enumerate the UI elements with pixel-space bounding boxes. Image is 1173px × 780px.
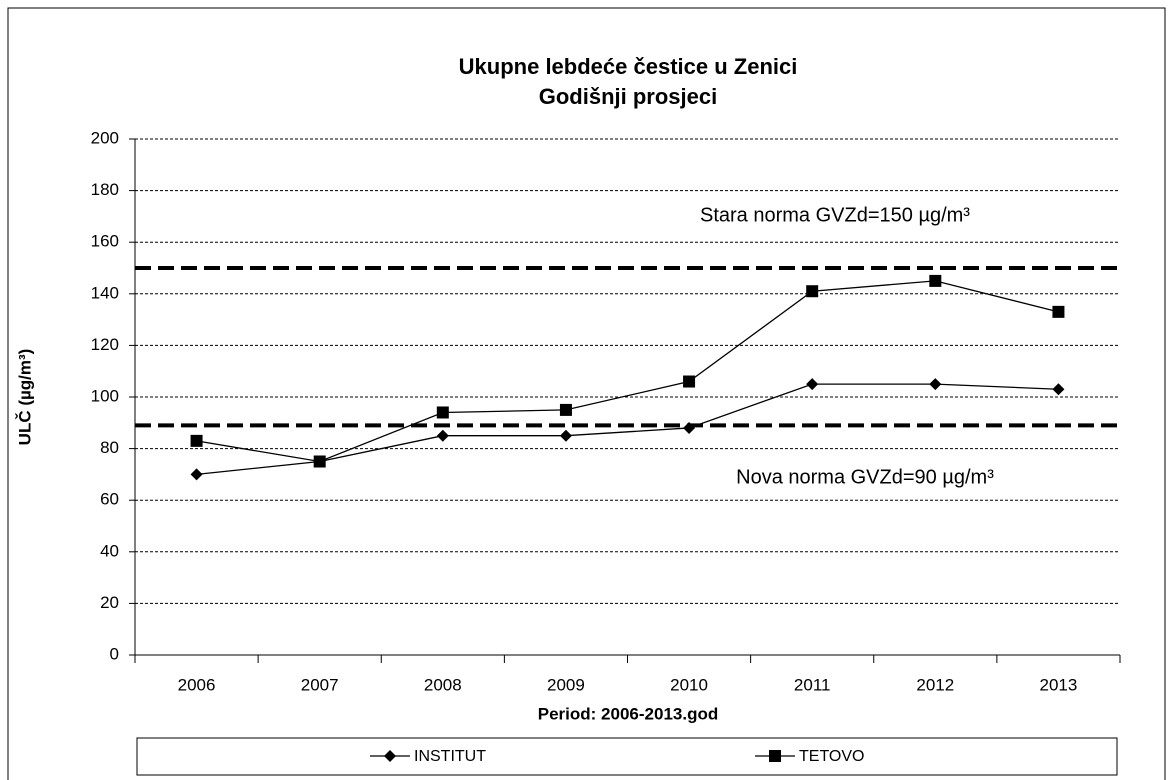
marker [683,421,696,434]
y-tick-label: 100 [91,386,119,405]
marker [806,285,819,298]
y-tick-label: 120 [91,335,119,354]
reference-label: Nova norma GVZd=90 µg/m³ [736,466,994,488]
reference-label: Stara norma GVZd=150 µg/m³ [700,204,970,226]
x-tick-label: 2008 [424,675,462,694]
marker [190,434,203,447]
marker [436,406,449,419]
marker [313,455,326,468]
x-tick-label: 2012 [916,675,954,694]
marker [929,274,942,287]
legend-label: INSTITUT [414,748,486,765]
marker [1052,383,1065,396]
y-tick-label: 0 [110,644,119,663]
marker [559,403,572,416]
marker [769,750,781,762]
chart-subtitle: Godišnji prosjeci [539,84,717,109]
y-tick-label: 160 [91,232,119,251]
marker [1052,305,1065,318]
y-tick-label: 140 [91,283,119,302]
x-tick-label: 2010 [670,675,708,694]
y-tick-label: 40 [100,541,119,560]
x-tick-label: 2011 [794,675,831,694]
y-tick-label: 60 [100,490,119,509]
chart-title: Ukupne lebdeće čestice u Zenici [459,54,798,79]
marker [806,378,819,391]
x-tick-label: 2007 [301,675,339,694]
y-axis-label: ULČ (µg/m³) [15,349,34,446]
x-tick-label: 2006 [178,675,216,694]
legend-box [136,737,1118,776]
y-tick-label: 80 [100,438,119,457]
series-line [196,383,1059,476]
marker [436,429,449,442]
x-axis-label: Period: 2006-2013.god [538,704,718,723]
marker [929,378,942,391]
legend-label: TETOVO [799,748,865,765]
y-tick-label: 200 [91,128,119,147]
marker [190,468,203,481]
series-line [196,280,1059,463]
marker [384,750,396,762]
marker [683,375,696,388]
marker [559,429,572,442]
x-tick-label: 2013 [1040,675,1078,694]
y-tick-label: 180 [91,180,119,199]
chart-border [7,7,1166,780]
y-tick-label: 20 [100,593,119,612]
x-tick-label: 2009 [547,675,585,694]
